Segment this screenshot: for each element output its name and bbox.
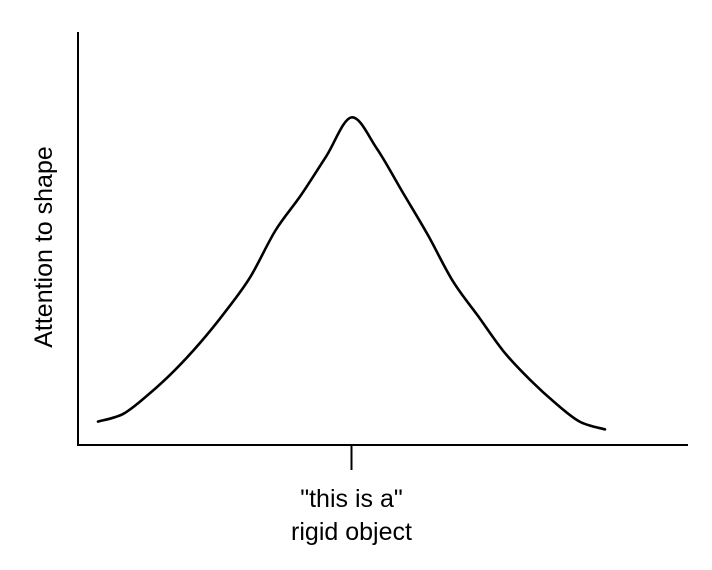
x-tick-label: "this is a" [300,485,403,513]
x-tick-label: rigid object [291,518,412,546]
data-marks [96,116,607,431]
y-axis-label: Attention to shape [30,146,58,348]
series-line [96,116,607,431]
x-ticks: "this is a" rigid object [291,445,412,546]
